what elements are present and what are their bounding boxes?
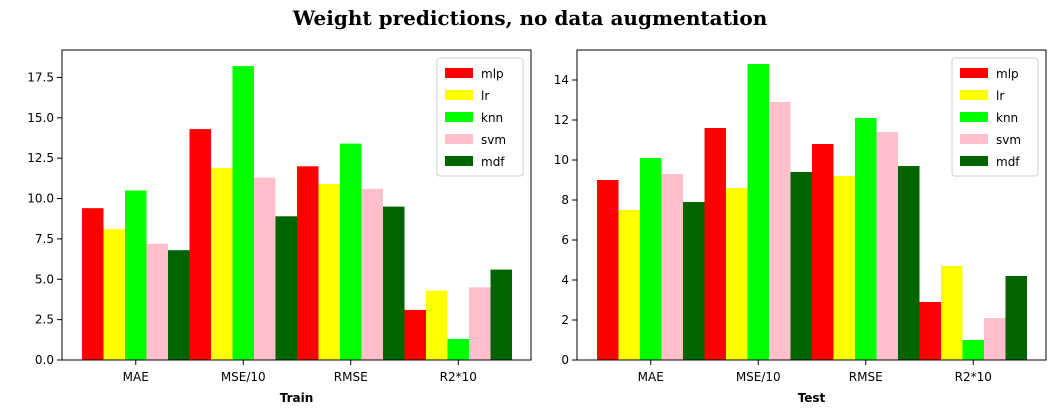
- chart1-bar-mlp-MAE: [82, 208, 104, 360]
- chart1-ytick-label: 10.0: [27, 192, 54, 206]
- chart2-ytick-label: 10: [554, 153, 569, 167]
- chart2-legend-label-lr: lr: [996, 89, 1004, 103]
- chart1-bar-svm-MAE: [146, 243, 168, 361]
- chart1-bar-knn-MSE/10: [232, 66, 254, 360]
- chart2-bar-mlp-RMSE: [812, 144, 834, 360]
- chart1-legend-label-mlp: mlp: [481, 67, 504, 81]
- chart2-bar-mlp-MSE/10: [704, 128, 726, 360]
- chart2-legend-box: [951, 57, 1039, 177]
- chart1-bar-svm-R2*10: [469, 287, 491, 360]
- chart2-bar-lr-MAE: [618, 210, 640, 360]
- chart1-axes-frame: [61, 49, 532, 361]
- chart1-bar-knn-RMSE: [340, 143, 362, 360]
- chart2-bar-mdf-R2*10: [1005, 276, 1027, 360]
- chart1-xlabel: Train: [280, 391, 314, 405]
- chart1-xtick-label: MAE: [123, 370, 149, 384]
- chart1-bar-lr-R2*10: [426, 290, 448, 360]
- chart1-bar-mdf-RMSE: [383, 206, 405, 360]
- chart1-legend-swatch-mdf: [445, 156, 473, 166]
- chart2-legend-swatch-svm: [960, 134, 988, 144]
- chart2-bar-lr-R2*10: [941, 266, 963, 360]
- chart2-ytick-label: 2: [561, 313, 569, 327]
- chart1-legend-label-svm: svm: [481, 133, 506, 147]
- chart1-bar-knn-MAE: [125, 190, 147, 360]
- chart1-bar-svm-MSE/10: [254, 177, 276, 360]
- chart2-bar-mdf-MAE: [683, 202, 705, 360]
- chart1-ytick-label: 5.0: [35, 272, 54, 286]
- chart2-legend-label-mlp: mlp: [996, 67, 1019, 81]
- chart1-ytick-label: 7.5: [35, 232, 54, 246]
- chart2-xtick-label: MAE: [638, 370, 664, 384]
- chart2-bar-knn-MSE/10: [747, 64, 769, 360]
- chart2-ytick-label: 4: [561, 273, 569, 287]
- chart2-legend-swatch-lr: [960, 90, 988, 100]
- chart1-ytick-label: 15.0: [27, 111, 54, 125]
- chart2-legend-label-svm: svm: [996, 133, 1021, 147]
- chart2-bar-knn-MAE: [640, 158, 662, 360]
- chart1-bar-mlp-RMSE: [297, 166, 319, 361]
- chart2-bar-svm-MAE: [661, 174, 683, 360]
- chart2-axes-frame: [576, 49, 1047, 361]
- chart2-bar-knn-R2*10: [962, 340, 984, 360]
- chart2-bar-mlp-MAE: [597, 180, 619, 360]
- chart1-legend-swatch-svm: [445, 134, 473, 144]
- chart1-legend-label-knn: knn: [481, 111, 503, 125]
- figure-title: Weight predictions, no data augmentation: [292, 6, 768, 30]
- chart2-xlabel: Test: [798, 391, 826, 405]
- chart1-legend-label-lr: lr: [481, 89, 489, 103]
- chart1-bar-lr-RMSE: [318, 184, 340, 360]
- chart2-legend-label-knn: knn: [996, 111, 1018, 125]
- chart2-ytick-label: 0: [561, 353, 569, 367]
- chart1-ytick-label: 2.5: [35, 313, 54, 327]
- chart1-ytick-label: 0.0: [35, 353, 54, 367]
- chart1-legend-label-mdf: mdf: [481, 155, 505, 169]
- chart2-bar-svm-MSE/10: [769, 102, 791, 360]
- chart2-bar-knn-RMSE: [855, 118, 877, 360]
- chart1-bar-svm-RMSE: [361, 188, 383, 360]
- chart1-bar-knn-R2*10: [447, 339, 469, 360]
- chart2-ytick-label: 12: [554, 113, 569, 127]
- chart2-xtick-label: R2*10: [955, 370, 992, 384]
- chart1-bar-mdf-R2*10: [490, 269, 512, 360]
- chart2-bar-mdf-RMSE: [898, 166, 920, 360]
- chart1-legend-swatch-lr: [445, 90, 473, 100]
- chart2-xtick-label: RMSE: [849, 370, 883, 384]
- chart1-xtick-label: R2*10: [440, 370, 477, 384]
- chart2-bar-svm-RMSE: [876, 132, 898, 360]
- chart2-xtick-label: MSE/10: [736, 370, 781, 384]
- chart1-bar-mlp-R2*10: [404, 309, 426, 360]
- chart2-ytick-label: 8: [561, 193, 569, 207]
- chart1-ytick-label: 17.5: [27, 70, 54, 84]
- chart1-bar-lr-MAE: [103, 229, 125, 360]
- chart1-bar-mdf-MAE: [168, 250, 190, 360]
- chart1-bar-mlp-MSE/10: [189, 129, 211, 360]
- chart1-bar-lr-MSE/10: [211, 167, 233, 360]
- chart2-legend-swatch-mdf: [960, 156, 988, 166]
- chart1-xtick-label: MSE/10: [221, 370, 266, 384]
- chart2-bar-svm-R2*10: [984, 318, 1006, 360]
- chart2-bar-mlp-R2*10: [919, 302, 941, 360]
- chart2-ytick-label: 14: [554, 73, 569, 87]
- chart2-ytick-label: 6: [561, 233, 569, 247]
- chart2-legend-swatch-mlp: [960, 68, 988, 78]
- chart1-legend-swatch-knn: [445, 112, 473, 122]
- chart1-ytick-label: 12.5: [27, 151, 54, 165]
- chart1-legend-box: [436, 57, 524, 177]
- chart2-bar-lr-RMSE: [833, 176, 855, 360]
- chart2-bar-mdf-MSE/10: [790, 172, 812, 360]
- chart1-bar-mdf-MSE/10: [275, 216, 297, 360]
- chart2-legend-label-mdf: mdf: [996, 155, 1020, 169]
- chart2-bar-lr-MSE/10: [726, 188, 748, 360]
- chart1-xtick-label: RMSE: [334, 370, 368, 384]
- chart2-legend-swatch-knn: [960, 112, 988, 122]
- chart1-legend-swatch-mlp: [445, 68, 473, 78]
